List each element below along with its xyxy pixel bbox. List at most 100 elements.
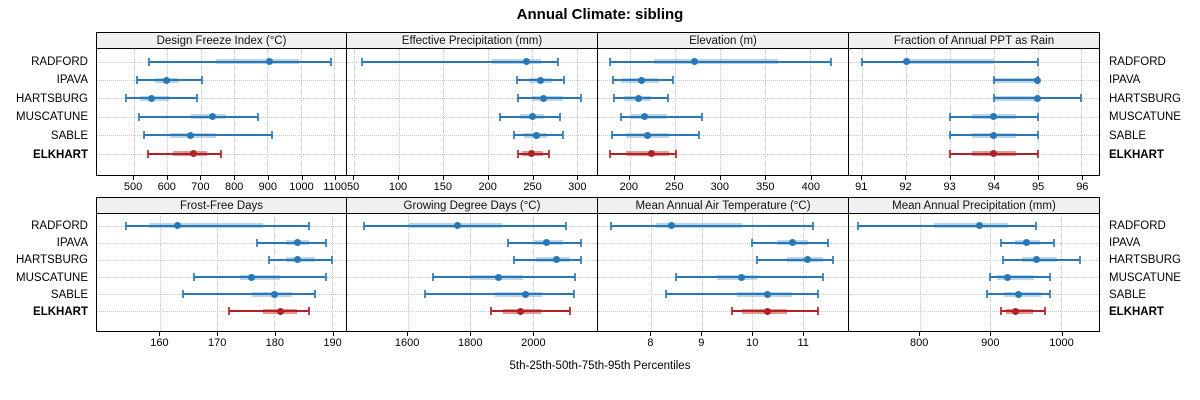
axis-tick bbox=[719, 176, 721, 180]
whisker-cap bbox=[1043, 307, 1046, 316]
vertical-gridline bbox=[354, 49, 356, 175]
axis-tick bbox=[1038, 176, 1040, 180]
median-dot bbox=[529, 113, 537, 121]
median-dot bbox=[804, 256, 812, 264]
whisker-cap bbox=[671, 76, 674, 85]
median-dot bbox=[293, 256, 301, 264]
percentile-whisker bbox=[620, 115, 702, 118]
median-dot bbox=[248, 273, 256, 281]
panel-strip-mean-annual-precipitation-mm: Mean Annual Precipitation (mm) bbox=[848, 197, 1100, 214]
percentile-whisker bbox=[125, 97, 197, 100]
vertical-gridline bbox=[217, 214, 219, 331]
axis-tick bbox=[765, 176, 767, 180]
vertical-gridline bbox=[701, 214, 703, 331]
percentile-whisker bbox=[611, 134, 700, 137]
whisker-cap bbox=[948, 112, 951, 121]
site-label-radford: RADFORD bbox=[31, 55, 88, 68]
horizontal-gridline bbox=[849, 242, 1099, 244]
interquartile-band bbox=[492, 59, 541, 65]
vertical-gridline bbox=[906, 49, 908, 175]
whisker-cap bbox=[423, 290, 426, 299]
whisker-cap bbox=[267, 255, 270, 264]
percentile-whisker bbox=[862, 60, 1038, 63]
axis-tick bbox=[442, 176, 444, 180]
whisker-cap bbox=[1049, 290, 1052, 299]
whisker-cap bbox=[556, 57, 559, 66]
median-dot bbox=[533, 131, 540, 139]
whisker-cap bbox=[547, 149, 550, 158]
median-dot bbox=[523, 58, 531, 66]
percentile-whisker bbox=[182, 293, 315, 296]
vertical-gridline bbox=[407, 214, 409, 331]
interquartile-band bbox=[1006, 308, 1033, 314]
horizontal-gridline bbox=[598, 80, 848, 82]
percentile-whisker bbox=[363, 224, 566, 227]
percentile-whisker bbox=[858, 224, 1037, 227]
whisker-cap bbox=[1078, 255, 1081, 264]
median-dot bbox=[990, 150, 998, 158]
whisker-cap bbox=[516, 94, 519, 103]
horizontal-gridline bbox=[598, 135, 848, 137]
interquartile-band bbox=[933, 223, 1008, 229]
axis-tick bbox=[949, 176, 951, 180]
axis-tick-label: 300 bbox=[710, 181, 729, 193]
vertical-gridline bbox=[234, 49, 236, 175]
interquartile-band bbox=[997, 274, 1035, 280]
interquartile-band bbox=[656, 223, 742, 229]
percentile-whisker bbox=[194, 276, 326, 279]
vertical-gridline bbox=[990, 214, 992, 331]
percentile-whisker bbox=[989, 276, 1051, 279]
horizontal-gridline bbox=[849, 98, 1099, 100]
percentile-whisker bbox=[609, 60, 831, 63]
whisker-cap bbox=[227, 307, 230, 316]
horizontal-gridline bbox=[347, 116, 597, 118]
axis-tick-label: 150 bbox=[433, 181, 453, 193]
median-dot bbox=[173, 222, 181, 230]
horizontal-gridline bbox=[598, 98, 848, 100]
interquartile-band bbox=[240, 274, 281, 280]
axis-tick bbox=[267, 176, 269, 180]
median-dot bbox=[738, 273, 746, 281]
axis-tick-label: 900 bbox=[981, 337, 1000, 349]
whisker-cap bbox=[563, 76, 566, 85]
whisker-cap bbox=[147, 57, 150, 66]
whisker-cap bbox=[219, 149, 222, 158]
horizontal-gridline bbox=[97, 259, 346, 261]
whisker-cap bbox=[992, 76, 995, 85]
median-dot bbox=[209, 113, 217, 121]
axis-tick bbox=[335, 176, 337, 180]
panel-fraction-of-annual-ppt-as-rain: Fraction of Annual PPT as Rain 91 92 93 94 95… bbox=[848, 32, 1100, 196]
axis-tick bbox=[861, 176, 863, 180]
horizontal-gridline bbox=[347, 242, 597, 244]
site-label-muscatune: MUSCATUNE bbox=[1109, 271, 1181, 284]
vertical-gridline bbox=[159, 214, 161, 331]
percentile-whisker bbox=[517, 97, 581, 100]
whisker-cap bbox=[143, 131, 146, 140]
trellis-row-top: RADFORD IPAVA HARTSBURG MUSCATUNE SABLE ELKHA… bbox=[0, 32, 1200, 196]
horizontal-gridline bbox=[849, 311, 1099, 313]
median-dot bbox=[902, 58, 910, 66]
whisker-cap bbox=[580, 238, 583, 247]
median-dot bbox=[1012, 307, 1020, 315]
site-label-elkhart: ELKHART bbox=[33, 148, 88, 161]
whisker-cap bbox=[124, 221, 127, 230]
vertical-gridline bbox=[331, 214, 333, 331]
interquartile-band bbox=[1022, 257, 1058, 263]
x-axis-frost-free-days: 160 170 180 190 bbox=[96, 332, 347, 352]
whisker-cap bbox=[558, 112, 561, 121]
axis-tick bbox=[470, 332, 472, 336]
whisker-cap bbox=[516, 149, 519, 158]
median-dot bbox=[644, 131, 652, 139]
horizontal-gridline bbox=[849, 259, 1099, 261]
median-dot bbox=[293, 239, 301, 247]
median-dot bbox=[635, 94, 643, 102]
whisker-cap bbox=[1049, 273, 1052, 282]
horizontal-gridline bbox=[347, 135, 597, 137]
percentile-whisker bbox=[610, 224, 813, 227]
axis-tick-label: 50 bbox=[347, 181, 360, 193]
axis-tick bbox=[810, 176, 812, 180]
whisker-cap bbox=[181, 290, 184, 299]
horizontal-gridline bbox=[849, 277, 1099, 279]
site-label-radford: RADFORD bbox=[1109, 55, 1166, 68]
vertical-gridline bbox=[443, 49, 445, 175]
